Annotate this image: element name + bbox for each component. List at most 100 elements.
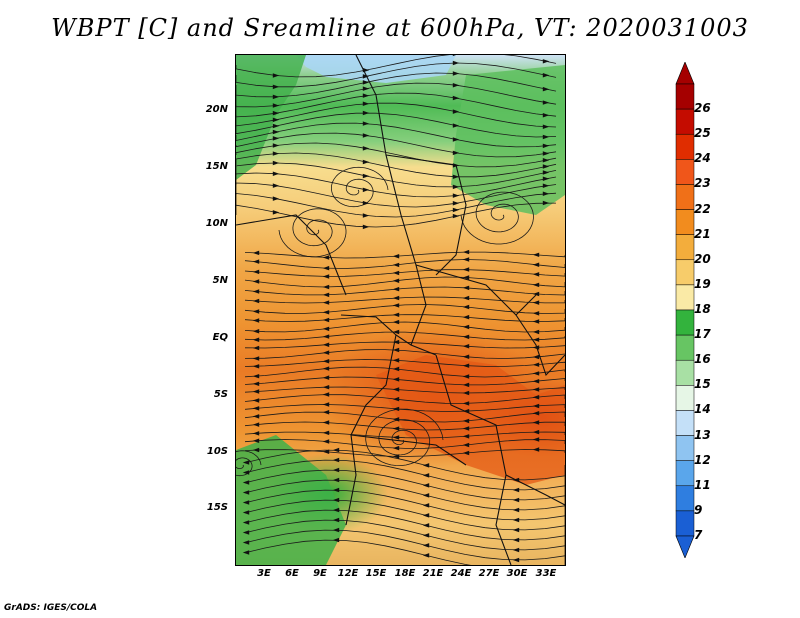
colorbar-label: 14 — [694, 402, 711, 417]
streamline-arrow — [252, 250, 260, 256]
streamline-arrow — [542, 134, 550, 140]
streamline-arrow — [452, 184, 460, 190]
streamline-arrow — [322, 310, 330, 315]
streamline-arrow — [452, 193, 460, 198]
streamline-arrow — [362, 200, 370, 206]
streamline-arrow — [462, 363, 470, 368]
streamline — [244, 449, 565, 457]
streamline-layer — [236, 55, 565, 565]
streamline-arrow — [242, 550, 250, 555]
streamline-arrow — [532, 447, 540, 452]
footer-credit: GrADS: IGES/COLA — [4, 603, 98, 613]
streamline-arrow — [462, 434, 470, 439]
streamline-arrow — [392, 270, 400, 276]
streamline-arrow — [532, 337, 540, 342]
streamline — [244, 276, 565, 288]
streamline-arrow — [272, 136, 280, 141]
streamline-arrow — [272, 123, 280, 129]
streamline — [244, 359, 565, 367]
colorbar-swatch — [675, 108, 695, 135]
streamline — [244, 259, 565, 269]
streamline — [236, 122, 557, 148]
streamline-arrow — [252, 269, 260, 275]
streamline-arrow — [532, 411, 540, 416]
streamline-arrow — [252, 389, 260, 394]
streamline-arrow — [392, 396, 400, 402]
streamline — [236, 102, 557, 128]
streamline-arrow — [392, 387, 400, 392]
lon-label-33e: 33E — [535, 568, 557, 579]
lon-label-3e: 3E — [257, 568, 271, 579]
streamline-arrow — [542, 164, 550, 169]
streamline-arrow — [322, 449, 330, 454]
streamline — [236, 172, 557, 198]
green-region-sw — [236, 435, 346, 565]
streamline-arrow — [362, 86, 370, 91]
colorbar-swatch — [675, 159, 695, 185]
streamline-arrow — [422, 513, 430, 518]
streamline — [244, 251, 565, 259]
streamline-arrow — [532, 371, 540, 376]
colorbar-label: 25 — [694, 126, 711, 141]
streamline-arrow — [462, 314, 470, 320]
colorbar-label: 23 — [694, 176, 711, 191]
streamline-arrow — [322, 265, 330, 271]
streamline-arrow — [452, 123, 460, 128]
streamline-arrow — [242, 490, 250, 495]
colorbar-label: 7 — [694, 528, 703, 542]
streamline — [460, 191, 534, 245]
streamline — [236, 450, 262, 477]
streamline-arrow — [532, 272, 540, 277]
streamline-arrow — [542, 59, 550, 64]
streamline-arrow — [392, 445, 400, 451]
colorbar-label: 9 — [694, 502, 703, 517]
colorbar-label: 19 — [694, 276, 711, 291]
streamline-arrow — [462, 382, 470, 388]
streamline-arrow — [532, 379, 540, 384]
streamline-arrow — [272, 171, 280, 176]
lon-label-24e: 24E — [450, 568, 472, 579]
streamline-arrow — [332, 517, 340, 523]
streamline-arrow — [542, 143, 550, 149]
streamline-arrow — [462, 374, 470, 379]
streamline-arrow — [392, 295, 400, 301]
streamline-arrow — [512, 537, 520, 543]
streamline-arrow — [242, 530, 250, 535]
streamline-arrow — [532, 362, 540, 367]
streamline-arrow — [272, 129, 280, 135]
colorbar-label: 15 — [694, 377, 711, 392]
streamline-arrow — [322, 255, 330, 260]
colorbar-swatch — [675, 209, 695, 235]
colorbar-swatch — [675, 460, 695, 487]
streamline — [244, 376, 565, 386]
streamline — [244, 341, 565, 349]
streamline-arrow — [532, 291, 540, 297]
streamline — [236, 72, 557, 98]
streamline-arrow — [272, 117, 280, 123]
streamline-arrow — [252, 337, 260, 342]
streamline-arrow — [252, 345, 260, 351]
streamline-arrow — [462, 249, 470, 255]
streamline — [330, 166, 389, 208]
streamline-arrow — [362, 213, 370, 218]
streamline-arrow — [462, 390, 470, 396]
streamline-arrow — [322, 334, 330, 339]
streamline-arrow — [272, 110, 280, 116]
streamline-arrow — [512, 507, 520, 513]
colorbar — [675, 62, 695, 558]
lat-label-eq: EQ — [212, 332, 228, 343]
streamline-arrow — [242, 510, 250, 515]
lon-label-18e: 18E — [394, 568, 416, 579]
streamline-arrow — [462, 418, 470, 424]
colorbar-swatch — [675, 485, 695, 512]
streamline-arrow — [532, 429, 540, 435]
streamline-arrow — [252, 422, 260, 427]
streamline-arrow — [512, 557, 520, 563]
streamline — [244, 539, 565, 565]
streamline-arrow — [452, 60, 460, 66]
streamline-arrow — [392, 417, 400, 422]
lat-label-5s: 5S — [213, 389, 228, 400]
streamline-arrow — [272, 143, 280, 148]
streamline-arrow — [392, 377, 400, 382]
streamline-arrow — [532, 420, 540, 425]
